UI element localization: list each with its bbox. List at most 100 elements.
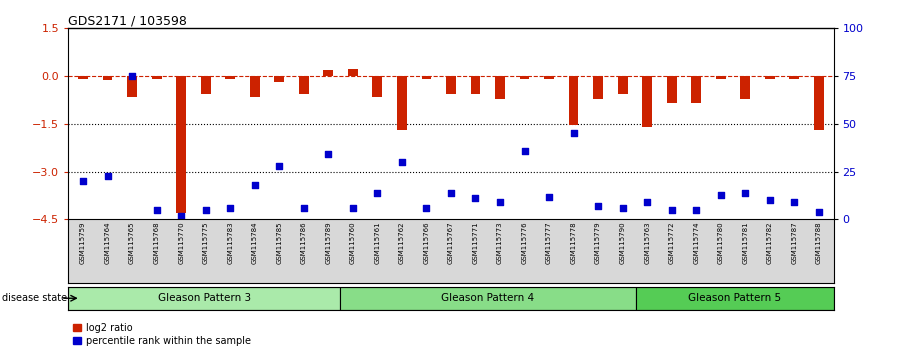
Bar: [519, 76, 529, 79]
Bar: [636, 287, 834, 310]
Text: GSM115771: GSM115771: [473, 221, 478, 264]
Point: [787, 199, 802, 205]
Text: GSM115765: GSM115765: [129, 221, 135, 264]
Bar: [103, 76, 112, 80]
Text: GSM115787: GSM115787: [792, 221, 797, 264]
Bar: [200, 76, 210, 94]
Text: GSM115779: GSM115779: [595, 221, 601, 264]
Bar: [790, 76, 799, 79]
Text: GSM115770: GSM115770: [179, 221, 184, 264]
Text: GDS2171 / 103598: GDS2171 / 103598: [68, 14, 187, 27]
Bar: [373, 76, 383, 97]
Point: [517, 148, 532, 154]
Text: GSM115774: GSM115774: [693, 221, 700, 264]
Text: GSM115761: GSM115761: [374, 221, 381, 264]
Text: GSM115773: GSM115773: [497, 221, 503, 264]
Bar: [274, 76, 284, 82]
Bar: [471, 76, 480, 94]
Bar: [348, 69, 358, 76]
Bar: [225, 76, 235, 79]
Bar: [814, 76, 824, 130]
Text: Gleason Pattern 3: Gleason Pattern 3: [158, 293, 251, 303]
Point: [272, 163, 287, 169]
Bar: [250, 76, 260, 97]
Text: disease state: disease state: [2, 293, 67, 303]
Text: GSM115772: GSM115772: [669, 221, 675, 264]
Text: GSM115762: GSM115762: [399, 221, 404, 264]
Point: [591, 203, 606, 209]
Point: [738, 190, 752, 195]
Point: [763, 198, 777, 203]
Bar: [340, 287, 636, 310]
Bar: [544, 76, 554, 79]
Bar: [128, 76, 137, 97]
Point: [125, 73, 139, 79]
Point: [444, 190, 458, 195]
Point: [640, 199, 654, 205]
Legend: log2 ratio, percentile rank within the sample: log2 ratio, percentile rank within the s…: [73, 323, 251, 346]
Point: [812, 209, 826, 215]
Bar: [568, 76, 578, 126]
Point: [394, 159, 409, 165]
Point: [321, 152, 335, 157]
Bar: [765, 76, 774, 79]
Point: [713, 192, 728, 198]
Point: [370, 190, 384, 195]
Text: GSM115776: GSM115776: [521, 221, 527, 264]
Point: [296, 205, 311, 211]
Point: [223, 205, 238, 211]
Text: GSM115778: GSM115778: [570, 221, 577, 264]
Text: GSM115767: GSM115767: [448, 221, 454, 264]
Bar: [78, 76, 88, 79]
Bar: [397, 76, 407, 130]
Bar: [495, 76, 505, 99]
Point: [615, 205, 630, 211]
Point: [76, 178, 90, 184]
Text: GSM115766: GSM115766: [424, 221, 429, 264]
Text: GSM115759: GSM115759: [80, 221, 86, 264]
Bar: [642, 76, 652, 127]
Bar: [618, 76, 628, 94]
Point: [419, 205, 434, 211]
Bar: [446, 76, 456, 94]
Text: GSM115775: GSM115775: [202, 221, 209, 264]
Text: GSM115768: GSM115768: [154, 221, 159, 264]
Point: [689, 207, 703, 213]
Point: [664, 207, 679, 213]
Text: GSM115764: GSM115764: [105, 221, 110, 264]
Bar: [741, 76, 750, 99]
Point: [174, 213, 189, 218]
Bar: [667, 76, 677, 103]
Text: GSM115785: GSM115785: [276, 221, 282, 264]
Bar: [716, 76, 726, 79]
Point: [493, 199, 507, 205]
Point: [345, 205, 360, 211]
Text: GSM115784: GSM115784: [251, 221, 258, 264]
Text: GSM115781: GSM115781: [742, 221, 748, 264]
Text: GSM115782: GSM115782: [767, 221, 773, 264]
Text: GSM115790: GSM115790: [619, 221, 626, 264]
Bar: [323, 70, 333, 76]
Text: Gleason Pattern 5: Gleason Pattern 5: [689, 293, 782, 303]
Point: [199, 207, 213, 213]
Bar: [68, 287, 340, 310]
Text: GSM115789: GSM115789: [325, 221, 332, 264]
Point: [468, 196, 483, 201]
Point: [100, 173, 115, 178]
Bar: [176, 76, 186, 213]
Text: Gleason Pattern 4: Gleason Pattern 4: [442, 293, 535, 303]
Bar: [593, 76, 603, 99]
Point: [542, 194, 557, 199]
Text: GSM115783: GSM115783: [227, 221, 233, 264]
Point: [149, 207, 164, 213]
Point: [567, 131, 581, 136]
Bar: [152, 76, 161, 79]
Text: GSM115763: GSM115763: [644, 221, 650, 264]
Text: GSM115760: GSM115760: [350, 221, 356, 264]
Bar: [691, 76, 701, 103]
Text: GSM115777: GSM115777: [546, 221, 552, 264]
Bar: [422, 76, 431, 79]
Bar: [299, 76, 309, 94]
Text: GSM115780: GSM115780: [718, 221, 723, 264]
Text: GSM115788: GSM115788: [816, 221, 822, 264]
